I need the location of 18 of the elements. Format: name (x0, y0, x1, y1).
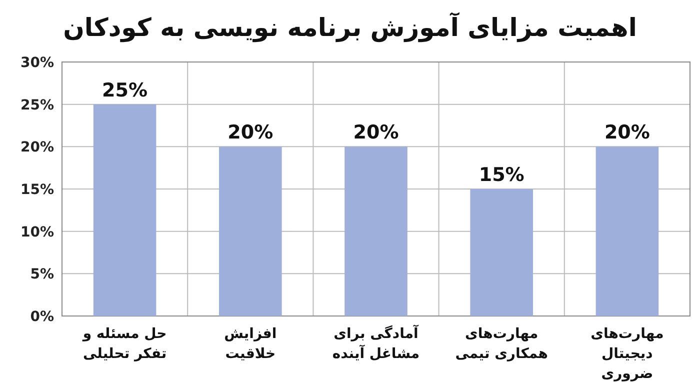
y-tick-label: 20% (20, 140, 54, 156)
x-tick-label: افزایش خلاقیت (224, 326, 277, 362)
y-tick-label: 5% (30, 266, 54, 283)
y-tick-label: 25% (20, 97, 54, 114)
data-label: 20% (353, 122, 399, 144)
y-tick-label: 0% (30, 309, 54, 325)
x-tick-label: مهارت‌های دیجیتال ضروری (590, 326, 664, 382)
data-label: 20% (604, 122, 650, 144)
y-tick-label: 10% (20, 224, 54, 240)
y-tick-label: 30% (20, 55, 54, 71)
x-tick-label: مهارت‌های همکاری تیمی (455, 326, 548, 362)
data-label: 25% (102, 79, 148, 102)
x-tick-label: حل مسئله و تفکر تحلیلی (82, 326, 167, 362)
data-label: 20% (228, 122, 274, 144)
y-tick-label: 15% (20, 182, 54, 198)
title: اهمیت مزایای آموزش برنامه نویسی به کودکان (63, 13, 637, 42)
x-tick-label: آمادگی برای مشاغل آینده (332, 324, 420, 362)
data-label: 15% (478, 164, 524, 186)
